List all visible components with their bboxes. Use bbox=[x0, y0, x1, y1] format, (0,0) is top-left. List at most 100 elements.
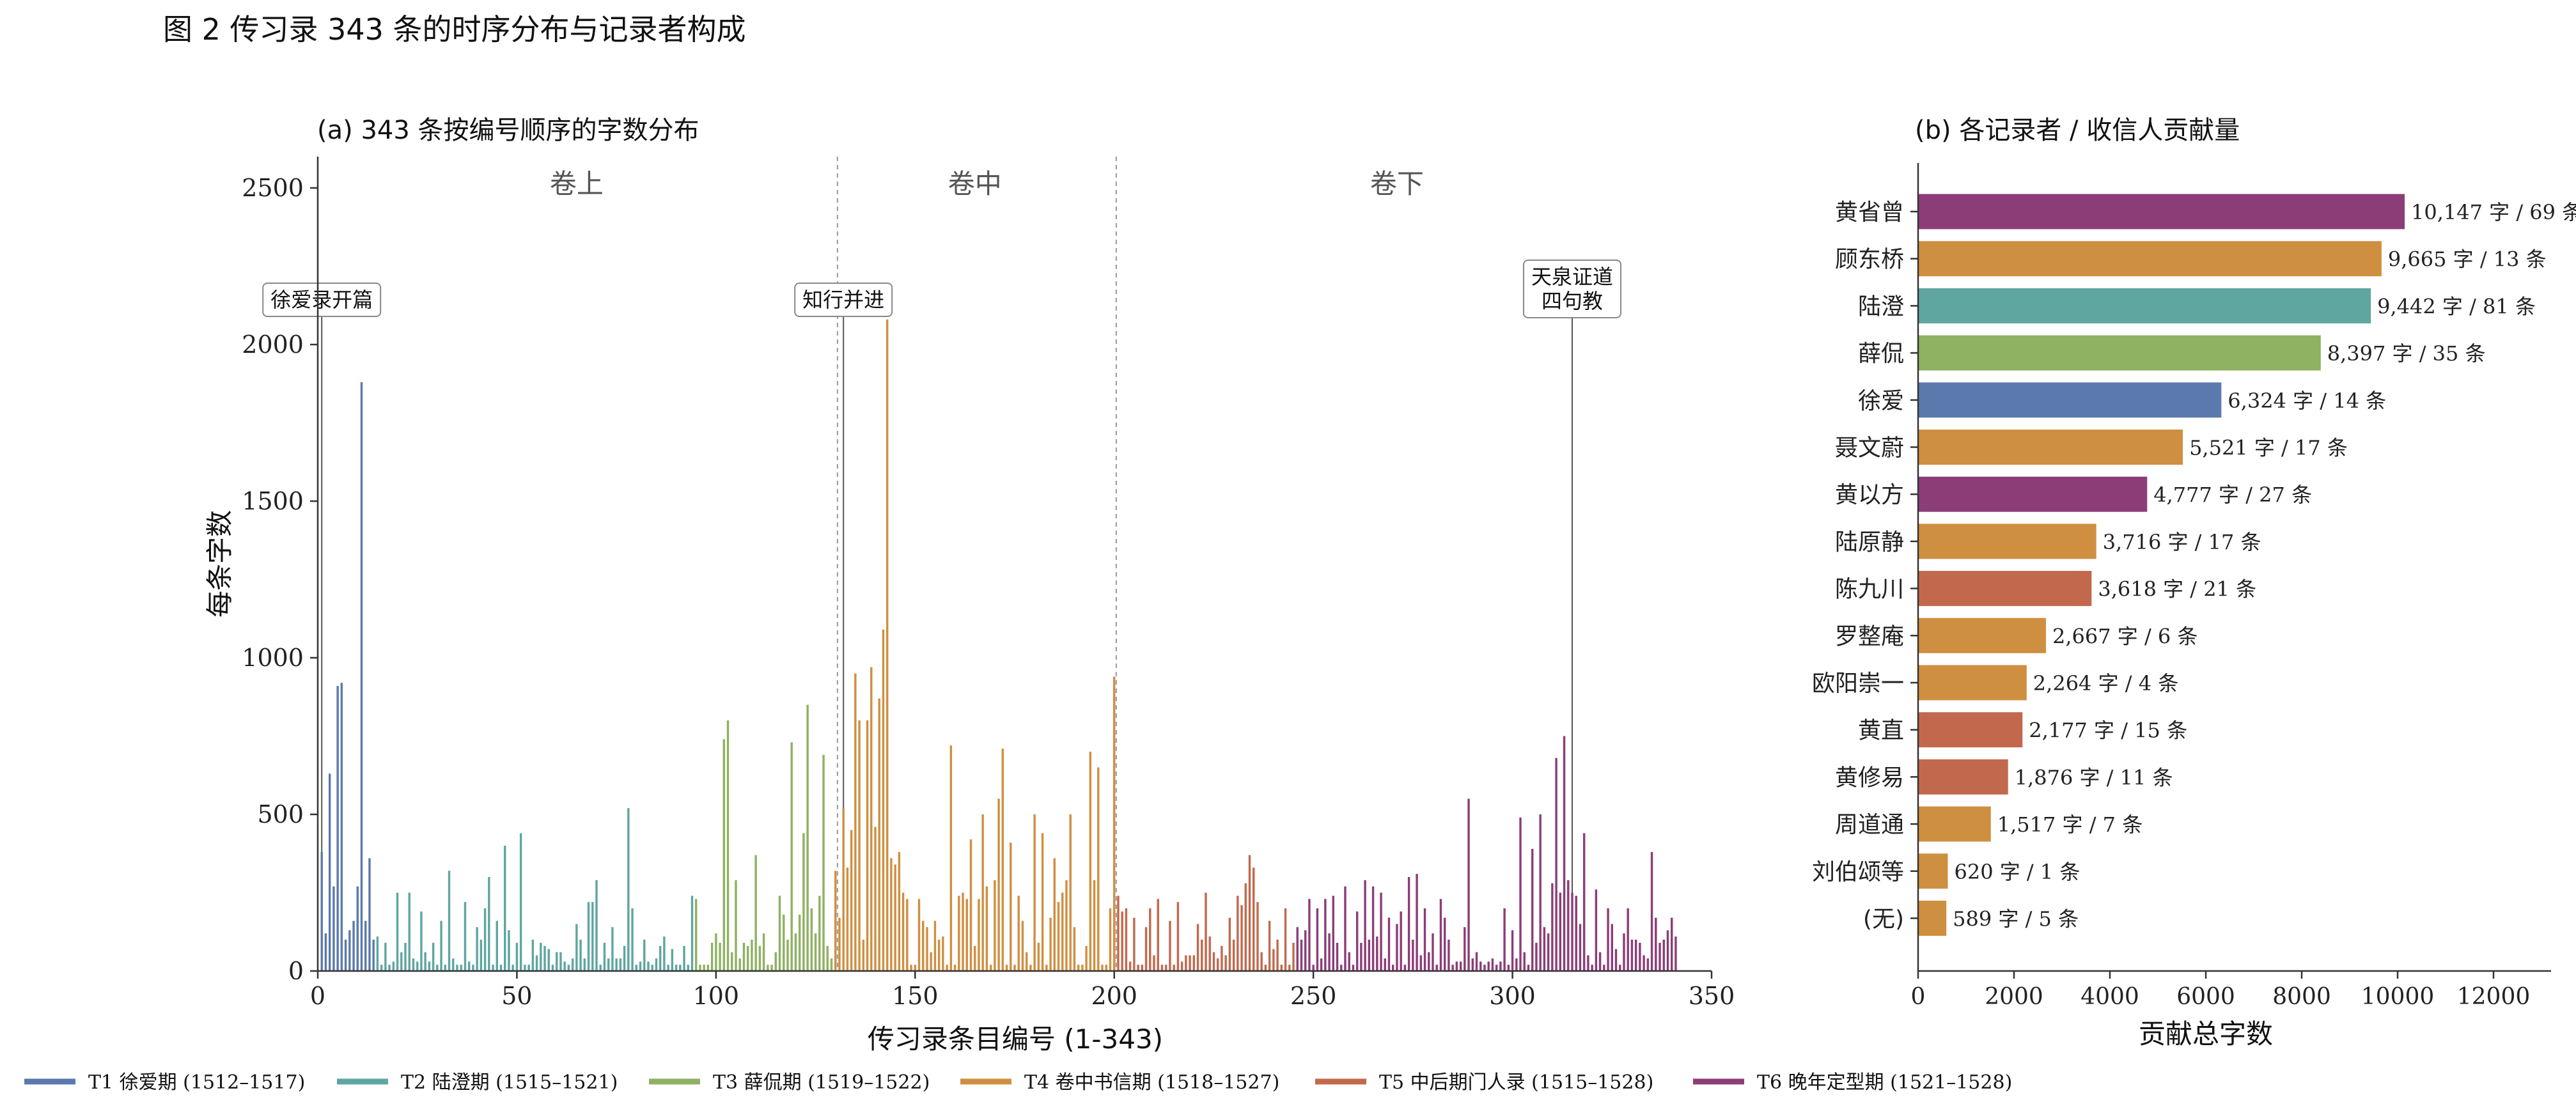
bar bbox=[1511, 930, 1514, 971]
y-tick-label: 欧阳崇一 bbox=[1812, 671, 1904, 697]
panel-b: (b) 各记录者 / 收信人贡献量 10,147 字 / 69 条 9,665 字… bbox=[1812, 116, 2576, 1050]
y-tick-label: 2000 bbox=[242, 330, 304, 359]
bar bbox=[1535, 942, 1538, 971]
bar bbox=[978, 899, 980, 971]
bar bbox=[1240, 905, 1243, 971]
bar bbox=[751, 940, 753, 971]
bar bbox=[1650, 851, 1653, 971]
bar bbox=[1491, 958, 1494, 971]
bar bbox=[1216, 958, 1219, 971]
bar bbox=[1646, 958, 1650, 971]
bar bbox=[1555, 757, 1557, 971]
bar bbox=[1412, 940, 1414, 971]
bar bbox=[1296, 927, 1299, 971]
figure-title: 图 2 传习录 343 条的时序分布与记录者构成 bbox=[163, 12, 746, 47]
bar bbox=[607, 958, 610, 971]
bar bbox=[826, 945, 829, 971]
bar bbox=[962, 892, 964, 971]
bar bbox=[567, 965, 570, 971]
bar bbox=[914, 965, 916, 971]
bar bbox=[1069, 814, 1072, 971]
panel-b-x-axis: 0 2000 4000 6000 8000 10000 12000 bbox=[1911, 970, 2551, 1010]
bar bbox=[1607, 908, 1609, 971]
bar bbox=[917, 899, 921, 971]
bar bbox=[1475, 952, 1478, 971]
bar bbox=[388, 965, 391, 971]
panel-a-x-label: 传习录条目编号 (1-343) bbox=[868, 1023, 1163, 1055]
bar bbox=[1368, 940, 1371, 971]
bar bbox=[1918, 712, 2023, 748]
bar bbox=[540, 942, 542, 971]
bar bbox=[1655, 917, 1657, 971]
bar bbox=[878, 698, 880, 971]
bar bbox=[1272, 949, 1275, 971]
bar bbox=[563, 961, 566, 971]
bar bbox=[623, 945, 626, 971]
bar bbox=[1253, 867, 1255, 971]
bar bbox=[332, 886, 335, 971]
bar bbox=[1324, 899, 1327, 971]
bar-value-label: 2,264 字 / 4 条 bbox=[2033, 671, 2178, 695]
bar bbox=[854, 673, 857, 971]
annotation-box bbox=[262, 283, 382, 317]
bar bbox=[336, 686, 339, 971]
bar bbox=[1276, 940, 1279, 971]
bar bbox=[742, 942, 745, 971]
bar bbox=[408, 892, 410, 971]
bar bbox=[830, 958, 833, 971]
bar bbox=[559, 952, 562, 971]
bar bbox=[1061, 892, 1064, 971]
bar bbox=[1073, 927, 1076, 971]
bar bbox=[1033, 814, 1036, 971]
bar bbox=[599, 965, 602, 971]
bar bbox=[1173, 965, 1175, 971]
bar bbox=[595, 880, 598, 971]
bar bbox=[1455, 961, 1458, 971]
bar bbox=[870, 667, 873, 971]
panel-a: (a) 343 条按编号顺序的字数分布 卷上 卷中 卷下 徐爱录开篇 知行并进 天泉证道… bbox=[204, 116, 1735, 1055]
bar bbox=[527, 965, 530, 971]
bar bbox=[706, 965, 710, 971]
bar bbox=[683, 945, 685, 971]
bar bbox=[974, 945, 976, 971]
bar bbox=[695, 899, 698, 971]
bar bbox=[1320, 958, 1323, 971]
bar-value-label: 2,667 字 / 6 条 bbox=[2052, 624, 2197, 648]
bar bbox=[675, 965, 678, 971]
bar bbox=[886, 319, 889, 971]
bar bbox=[1918, 288, 2371, 323]
panel-a-y-label: 每条字数 bbox=[204, 510, 235, 617]
bar bbox=[583, 958, 586, 971]
bar bbox=[1205, 892, 1207, 971]
legend-label: T2 陆澄期 (1515–1521) bbox=[401, 1071, 618, 1094]
bar bbox=[846, 867, 849, 971]
volume-label: 卷中 bbox=[948, 168, 1002, 199]
bar bbox=[679, 965, 682, 971]
bar bbox=[492, 965, 494, 971]
legend-label: T5 中后期门人录 (1515–1528) bbox=[1379, 1071, 1653, 1094]
bar bbox=[1189, 955, 1191, 971]
bar bbox=[667, 965, 669, 971]
bar bbox=[372, 940, 375, 971]
bar bbox=[958, 896, 960, 971]
bar bbox=[719, 942, 721, 971]
panel-b-x-label: 贡献总字数 bbox=[2139, 1018, 2273, 1050]
bar bbox=[1598, 952, 1602, 971]
bar bbox=[1611, 924, 1613, 971]
y-tick-label: 陆原静 bbox=[1835, 529, 1904, 555]
bar bbox=[1428, 952, 1430, 971]
y-tick-label: 薛侃 bbox=[1858, 341, 1904, 367]
bar bbox=[699, 965, 701, 971]
bar bbox=[1671, 917, 1673, 971]
x-tick-label: 150 bbox=[892, 982, 939, 1010]
y-tick-label: 2500 bbox=[242, 174, 304, 202]
bar bbox=[1918, 853, 1948, 889]
bar bbox=[556, 952, 558, 971]
bar bbox=[1081, 965, 1084, 971]
bar bbox=[603, 942, 606, 971]
x-tick-label: 300 bbox=[1489, 982, 1536, 1010]
bar-value-label: 1,517 字 / 7 条 bbox=[1997, 812, 2143, 837]
bar bbox=[1164, 965, 1167, 971]
bar bbox=[1180, 961, 1183, 971]
